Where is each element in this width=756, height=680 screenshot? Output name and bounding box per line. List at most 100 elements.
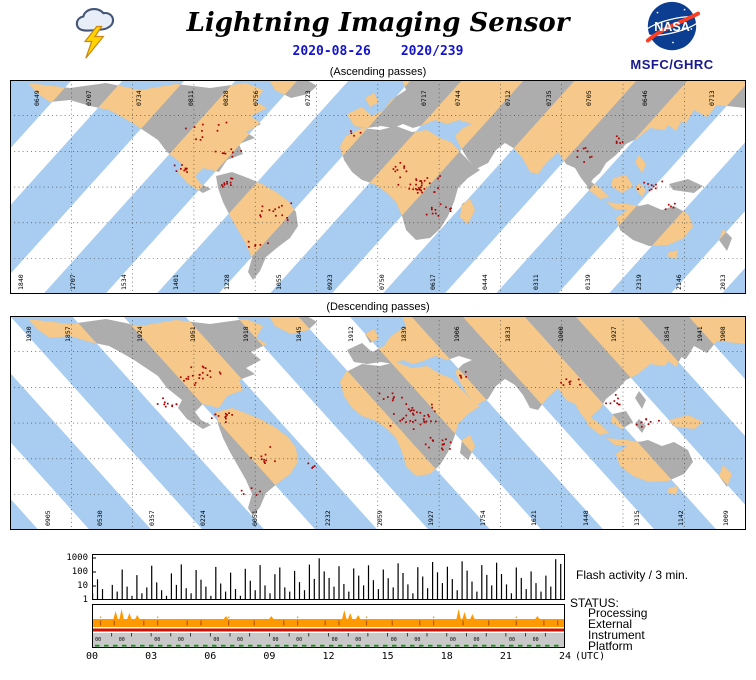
svg-text:0224: 0224	[199, 510, 207, 526]
svg-text:1912: 1912	[347, 326, 355, 342]
nasa-logo-icon: NASA	[632, 0, 712, 63]
svg-text:0811: 0811	[187, 90, 195, 106]
flash-activity-label: Flash activity / 3 min.	[576, 568, 689, 582]
svg-text:0723: 0723	[304, 90, 312, 106]
svg-text:0923: 0923	[326, 274, 334, 290]
svg-text:0828: 0828	[222, 90, 230, 106]
descending-passes-label: (Descending passes)	[326, 301, 430, 313]
status-row-external: External	[588, 617, 633, 631]
svg-text:1833: 1833	[504, 326, 512, 342]
ytick-10: 10	[77, 581, 88, 591]
svg-text:0051: 0051	[251, 510, 259, 526]
svg-text:00: 00	[391, 637, 397, 643]
svg-text:1315: 1315	[633, 510, 641, 526]
nasa-wordmark: NASA	[654, 20, 690, 34]
svg-text:2013: 2013	[719, 274, 727, 290]
time-tick-09: 09	[263, 651, 276, 662]
svg-text:2059: 2059	[376, 510, 384, 526]
svg-text:00: 00	[237, 637, 243, 643]
svg-text:1534: 1534	[120, 274, 128, 290]
svg-text:00: 00	[154, 637, 160, 643]
svg-text:1918: 1918	[242, 326, 250, 342]
svg-text:1951: 1951	[189, 326, 197, 342]
svg-text:00: 00	[273, 637, 279, 643]
svg-text:0444: 0444	[481, 274, 489, 290]
svg-text:0311: 0311	[532, 274, 540, 290]
svg-text:1839: 1839	[400, 326, 408, 342]
svg-text:1927: 1927	[610, 326, 618, 342]
ytick-100: 100	[71, 567, 88, 577]
svg-text:2232: 2232	[324, 510, 332, 526]
svg-text:0705: 0705	[585, 90, 593, 106]
time-tick-15: 15	[381, 651, 394, 662]
status-strip: 00 00 00 00 00 00 00 00 00 00 00 00 00 00 00 00	[91, 604, 566, 648]
svg-text:2146: 2146	[675, 274, 683, 290]
time-tick-06: 06	[204, 651, 217, 662]
svg-text:1448: 1448	[582, 510, 590, 526]
time-tick-12: 12	[322, 651, 335, 662]
svg-text:00: 00	[414, 637, 420, 643]
svg-text:00: 00	[213, 637, 219, 643]
svg-text:0649: 0649	[33, 90, 41, 106]
svg-text:00: 00	[474, 637, 480, 643]
time-tick-00: 00	[86, 651, 99, 662]
svg-text:1228: 1228	[223, 274, 231, 290]
svg-text:1854: 1854	[663, 326, 671, 342]
svg-text:0756: 0756	[252, 90, 260, 106]
svg-text:00: 00	[450, 637, 456, 643]
svg-text:00: 00	[178, 637, 184, 643]
svg-text:1900: 1900	[557, 326, 565, 342]
ascending-passes-map: 0649 0707 0734 0811 0828 0756 0723 0717 0744 0712…	[10, 80, 746, 294]
svg-text:00: 00	[296, 637, 302, 643]
svg-text:1941: 1941	[696, 326, 704, 342]
svg-text:1754: 1754	[479, 510, 487, 526]
svg-text:0707: 0707	[85, 90, 93, 106]
svg-text:2319: 2319	[635, 274, 643, 290]
svg-text:0646: 0646	[641, 90, 649, 106]
svg-text:0712: 0712	[504, 90, 512, 106]
svg-text:0905: 0905	[44, 510, 52, 526]
day-of-year-label: 2020/239	[400, 44, 464, 59]
svg-text:00: 00	[95, 637, 101, 643]
time-tick-21: 21	[499, 651, 512, 662]
svg-text:1055: 1055	[275, 274, 283, 290]
time-tick-03: 03	[145, 651, 158, 662]
svg-text:1906: 1906	[453, 326, 461, 342]
svg-text:0530: 0530	[96, 510, 104, 526]
svg-text:0713: 0713	[708, 90, 716, 106]
status-row-instrument: Instrument	[588, 628, 645, 642]
page-title: Lightning Imaging Sensor	[186, 8, 570, 38]
svg-text:00: 00	[119, 637, 125, 643]
descending-passes-map: 1930 1857 1924 1951 1918 1845 1912 1839 1906 1833…	[10, 316, 746, 530]
svg-text:1845: 1845	[295, 326, 303, 342]
svg-text:0734: 0734	[135, 90, 143, 106]
time-axis: 00 03 06 09 12 15 18 21 24 (UTC)	[0, 651, 756, 665]
svg-text:00: 00	[355, 637, 361, 643]
time-tick-24: 24	[559, 651, 572, 662]
svg-text:1840: 1840	[17, 274, 25, 290]
svg-text:1707: 1707	[69, 274, 77, 290]
svg-text:1924: 1924	[136, 326, 144, 342]
svg-text:1009: 1009	[722, 510, 730, 526]
svg-text:00: 00	[509, 637, 515, 643]
svg-text:1930: 1930	[25, 326, 33, 342]
time-tick-18: 18	[440, 651, 453, 662]
date-line: 2020-08-26 2020/239	[0, 44, 756, 59]
time-axis-unit: (UTC)	[575, 651, 606, 662]
date-label: 2020-08-26	[292, 44, 371, 59]
status-row-platform: Platform	[588, 639, 633, 653]
flash-activity-chart	[92, 554, 565, 601]
ascending-passes-label: (Ascending passes)	[329, 66, 427, 78]
svg-text:1401: 1401	[172, 274, 180, 290]
svg-text:1857: 1857	[64, 326, 72, 342]
ytick-1: 1	[82, 595, 88, 605]
storm-cloud-icon	[70, 3, 120, 70]
svg-text:1908: 1908	[719, 326, 727, 342]
svg-text:0357: 0357	[148, 510, 156, 526]
svg-text:1621: 1621	[530, 510, 538, 526]
ytick-1000: 1000	[66, 553, 88, 563]
status-row-processing: Processing	[588, 606, 648, 620]
svg-text:0617: 0617	[429, 274, 437, 290]
svg-text:1142: 1142	[677, 510, 685, 526]
